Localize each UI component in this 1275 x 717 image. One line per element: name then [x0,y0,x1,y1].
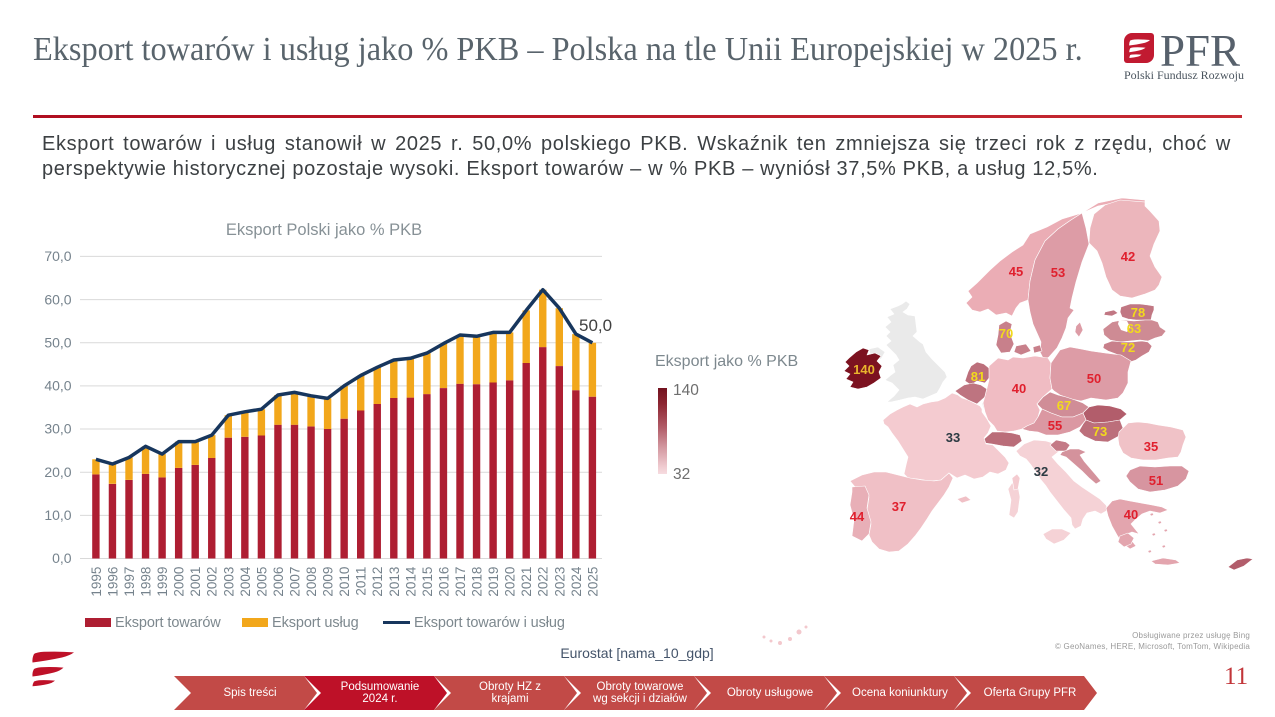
svg-text:81: 81 [971,369,985,384]
svg-text:1998: 1998 [139,567,154,597]
svg-text:1997: 1997 [122,567,137,597]
svg-text:20,0: 20,0 [44,464,71,480]
svg-text:50: 50 [1087,371,1101,386]
svg-text:2012: 2012 [370,567,385,597]
svg-text:2006: 2006 [271,567,286,597]
svg-text:33: 33 [946,430,960,445]
svg-text:2008: 2008 [304,567,319,597]
svg-text:2005: 2005 [254,567,269,597]
svg-text:73: 73 [1093,424,1107,439]
svg-text:2007: 2007 [288,567,303,597]
svg-text:2009: 2009 [321,567,336,597]
svg-text:0,0: 0,0 [52,550,72,566]
svg-text:10,0: 10,0 [44,507,71,523]
svg-text:72: 72 [1121,340,1135,355]
svg-text:2003: 2003 [221,567,236,597]
svg-text:2016: 2016 [436,567,451,597]
svg-text:37: 37 [892,499,906,514]
svg-text:1996: 1996 [105,567,120,597]
svg-text:70,0: 70,0 [44,248,71,264]
svg-text:2024: 2024 [569,566,584,597]
svg-text:63: 63 [1127,321,1141,336]
svg-text:60,0: 60,0 [44,291,71,307]
svg-text:2025: 2025 [585,567,600,597]
svg-text:70: 70 [999,326,1013,341]
svg-text:44: 44 [850,509,865,524]
svg-text:2022: 2022 [536,567,551,597]
svg-text:2002: 2002 [205,567,220,597]
svg-text:2013: 2013 [387,567,402,597]
svg-text:40: 40 [1012,381,1026,396]
svg-text:2001: 2001 [188,567,203,597]
svg-text:2000: 2000 [172,567,187,597]
svg-text:2021: 2021 [519,567,534,597]
svg-text:2010: 2010 [337,567,352,597]
svg-text:40,0: 40,0 [44,378,71,394]
svg-text:35: 35 [1144,439,1158,454]
svg-text:40: 40 [1124,507,1138,522]
svg-text:2019: 2019 [486,567,501,597]
svg-text:1995: 1995 [89,567,104,597]
svg-text:2017: 2017 [453,567,468,597]
svg-text:32: 32 [1034,464,1048,479]
svg-text:2004: 2004 [238,566,253,597]
svg-text:30,0: 30,0 [44,421,71,437]
svg-text:2020: 2020 [503,567,518,597]
svg-text:67: 67 [1057,398,1071,413]
svg-text:1999: 1999 [155,567,170,597]
svg-text:45: 45 [1009,264,1023,279]
svg-text:50,0: 50,0 [44,334,71,350]
svg-text:2015: 2015 [420,567,435,597]
svg-text:42: 42 [1121,249,1135,264]
svg-text:55: 55 [1048,418,1062,433]
svg-text:78: 78 [1131,305,1145,320]
svg-text:2023: 2023 [552,567,567,597]
svg-text:51: 51 [1149,473,1163,488]
svg-text:2014: 2014 [403,566,418,597]
svg-text:53: 53 [1051,265,1065,280]
svg-text:2011: 2011 [354,567,369,596]
svg-text:2018: 2018 [470,567,485,597]
svg-text:140: 140 [853,362,875,377]
